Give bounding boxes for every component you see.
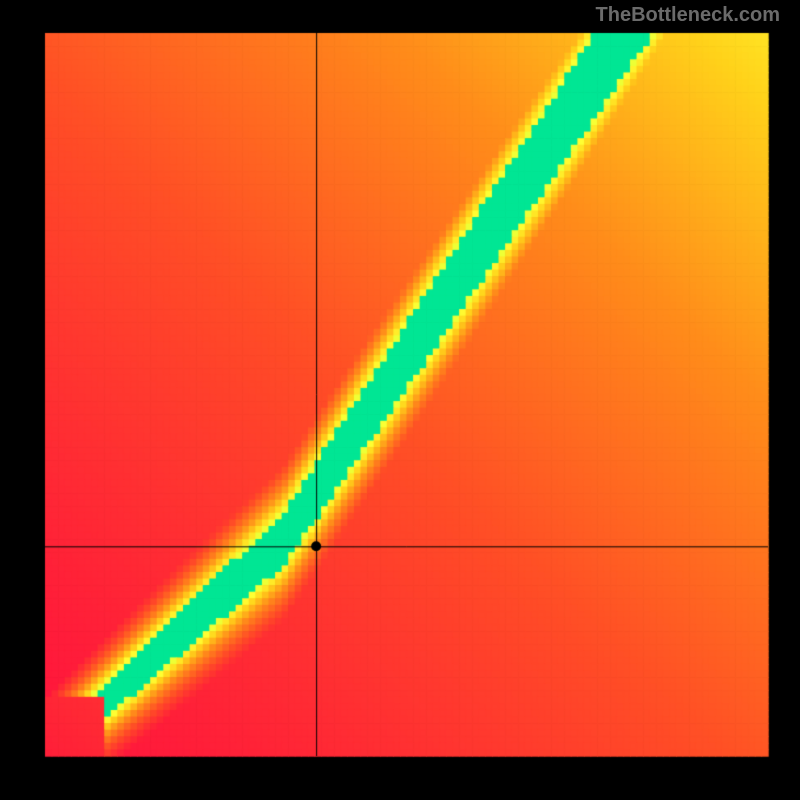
- watermark-text: TheBottleneck.com: [596, 4, 780, 27]
- chart-container: TheBottleneck.com: [0, 0, 800, 800]
- bottleneck-heatmap: [0, 0, 800, 800]
